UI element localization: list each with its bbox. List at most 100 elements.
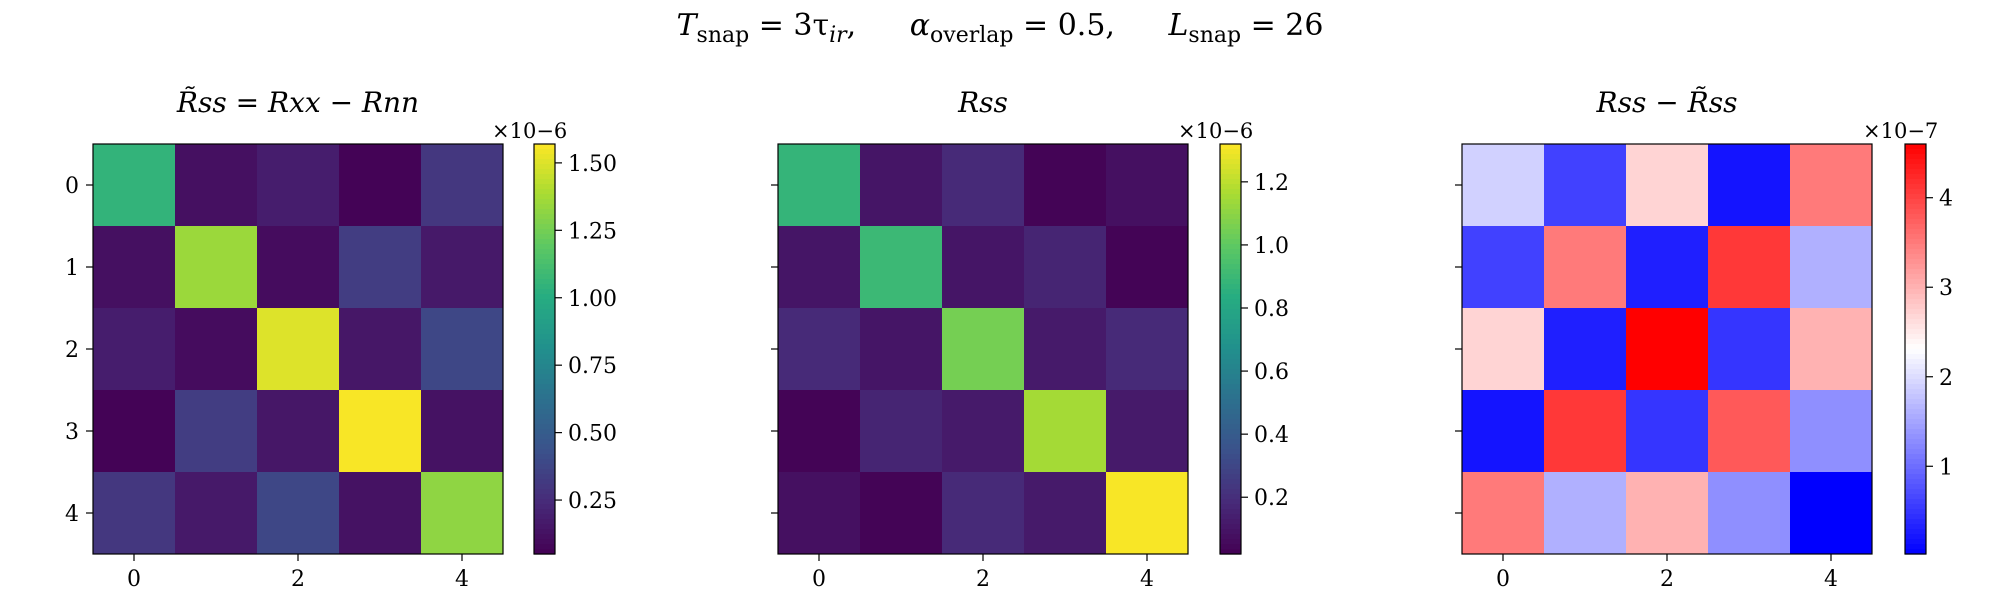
panel1-colorbar-segment [534, 344, 555, 350]
panel3-colorbar-segment [1905, 334, 1926, 340]
panel2-colorbar-segment [1220, 289, 1241, 295]
panel2-colorbar-segment [1220, 274, 1241, 280]
panel2-colorbar-segment [1220, 399, 1241, 405]
panel2-colorbar-segment [1220, 439, 1241, 445]
panel1-colorbar-segment [534, 339, 555, 345]
panel2-colorbar-segment [1220, 419, 1241, 425]
panel2-colorbar-segment [1220, 259, 1241, 265]
panel3-cell-0-4 [1790, 144, 1873, 227]
panel2-colorbar-segment [1220, 214, 1241, 220]
panel2-cell-2-1 [860, 308, 943, 391]
panel1-colorbar-segment [534, 524, 555, 530]
panel3-colorbar-segment [1905, 474, 1926, 480]
panel3-colorbar-segment [1905, 144, 1926, 150]
panel3-colorbar-segment [1905, 294, 1926, 300]
panel3-colorbar-segment [1905, 454, 1926, 460]
panel1-colorbar-segment [534, 209, 555, 215]
panel1-cell-2-3 [339, 308, 422, 391]
panel1-colorbar-segment [534, 509, 555, 515]
panel3-colorbar-segment [1905, 204, 1926, 210]
figure-suptitle: Tsnap = 3τir, αoverlap = 0.5, Lsnap = 26 [0, 8, 2000, 48]
panel2-colorbar-segment [1220, 284, 1241, 290]
panel1-colorbar-segment [534, 314, 555, 320]
panel3-colorbar-segment [1905, 149, 1926, 155]
panel2-colorbar-segment [1220, 164, 1241, 170]
panel3-colorbar-segment [1905, 314, 1926, 320]
panel1-colorbar-segment [534, 299, 555, 305]
panel1-colorbar-tick-label: 0.50 [568, 422, 617, 447]
panel3-cell-2-4 [1790, 308, 1873, 391]
panel3-colorbar-segment [1905, 399, 1926, 405]
panel1-colorbar-segment [534, 534, 555, 540]
panel2-colorbar-segment [1220, 459, 1241, 465]
panel3-colorbar-segment [1905, 364, 1926, 370]
panel1-colorbar-scale-label: ×10−6 [492, 119, 567, 143]
panel3-colorbar-segment [1905, 199, 1926, 205]
panel1-colorbar-segment [534, 419, 555, 425]
panel3-colorbar-segment [1905, 509, 1926, 515]
panel2-colorbar-segment [1220, 339, 1241, 345]
panel1-colorbar-segment [534, 289, 555, 295]
panel2-colorbar-segment [1220, 189, 1241, 195]
panel1-cell-3-3 [339, 390, 422, 473]
panel3-colorbar-segment [1905, 224, 1926, 230]
panel3-colorbar-segment [1905, 269, 1926, 275]
panel1-ytick-label: 4 [65, 502, 79, 527]
panel3-colorbar-segment [1905, 394, 1926, 400]
panel2-colorbar-frame [1219, 143, 1242, 555]
panel2-cell-1-2 [942, 226, 1025, 309]
panel2-colorbar-segment [1220, 299, 1241, 305]
panel3-colorbar-segment [1905, 344, 1926, 350]
panel2-colorbar-segment [1220, 504, 1241, 510]
panel3-cell-4-0 [1462, 472, 1545, 555]
panel1-cell-1-4 [421, 226, 504, 309]
panel1-cell-4-2 [257, 472, 340, 555]
panel3-colorbar-segment [1905, 179, 1926, 185]
panel1-colorbar-segment [534, 449, 555, 455]
panel1-colorbar-segment [534, 409, 555, 415]
panel3-colorbar-segment [1905, 229, 1926, 235]
panel2-cell-3-2 [942, 390, 1025, 473]
panel2-colorbar-segment [1220, 369, 1241, 375]
panel2-colorbar-segment [1220, 229, 1241, 235]
panel1-colorbar-segment [534, 169, 555, 175]
panel2-colorbar-segment [1220, 234, 1241, 240]
panel2-colorbar-segment [1220, 494, 1241, 500]
panel3-cell-4-3 [1708, 472, 1791, 555]
panel3-colorbar-segment [1905, 219, 1926, 225]
panel1-colorbar-segment [534, 149, 555, 155]
panel1-colorbar-segment [534, 334, 555, 340]
panel3-colorbar-segment [1905, 329, 1926, 335]
panel3-colorbar-segment [1905, 384, 1926, 390]
panel3-colorbar-segment [1905, 504, 1926, 510]
panel1-cell-0-2 [257, 144, 340, 227]
panel1-colorbar-tick-label: 1.00 [568, 287, 617, 312]
panel3-xtick-label: 0 [1496, 567, 1510, 592]
panel2-colorbar-segment [1220, 389, 1241, 395]
panel2-colorbar-segment [1220, 199, 1241, 205]
panel1-colorbar-segment [534, 539, 555, 545]
panel1-colorbar-segment [534, 389, 555, 395]
panel2-colorbar-segment [1220, 444, 1241, 450]
panel2-colorbar-segment [1220, 514, 1241, 520]
panel1-cell-4-4 [421, 472, 504, 555]
panel1-colorbar-segment [534, 324, 555, 330]
panel2-cell-4-1 [860, 472, 943, 555]
panel2-colorbar-segment [1220, 204, 1241, 210]
panel2-colorbar-segment [1220, 539, 1241, 545]
panel2-cell-1-4 [1106, 226, 1189, 309]
panel1-cell-2-4 [421, 308, 504, 391]
panel3-colorbar-segment [1905, 414, 1926, 420]
panel3-colorbar-segment [1905, 534, 1926, 540]
panel1-colorbar-segment [534, 514, 555, 520]
panel2-colorbar-segment [1220, 434, 1241, 440]
panel3-cell-0-2 [1626, 144, 1709, 227]
panel3-colorbar-segment [1905, 194, 1926, 200]
panel1-colorbar-segment [534, 174, 555, 180]
panel1-colorbar-segment [534, 454, 555, 460]
panel2-colorbar-segment [1220, 474, 1241, 480]
panel3-colorbar-segment [1905, 484, 1926, 490]
panel3-colorbar-tick-label: 2 [1939, 366, 1953, 391]
panel3-colorbar-segment [1905, 254, 1926, 260]
panel1-ytick-label: 3 [65, 420, 79, 445]
